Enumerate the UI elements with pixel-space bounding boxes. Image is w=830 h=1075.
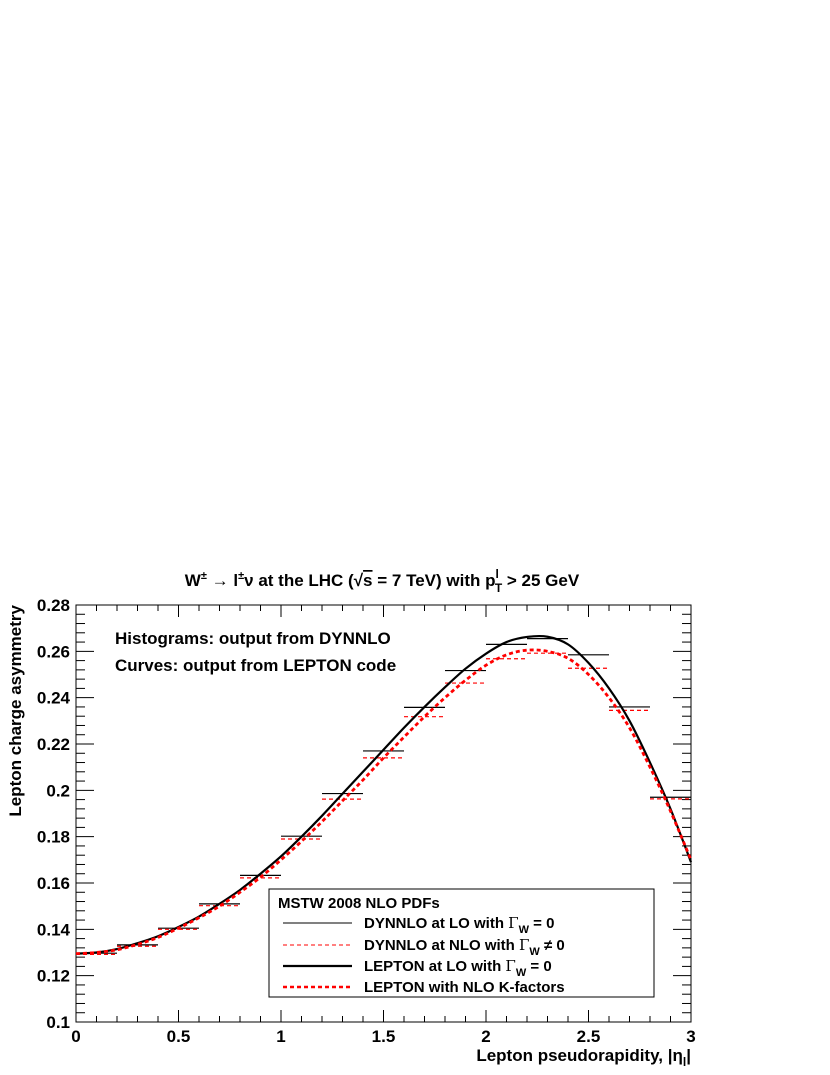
title-w: W bbox=[185, 571, 202, 590]
x-tick-label: 3 bbox=[686, 1027, 695, 1046]
y-tick-label: 0.24 bbox=[37, 689, 71, 708]
series-layer bbox=[75, 634, 693, 956]
curve-lepton-nlo-k bbox=[75, 648, 693, 956]
x-tick-label: 0 bbox=[71, 1027, 80, 1046]
y-tick-label: 0.16 bbox=[37, 874, 70, 893]
y-tick-label: 0.1 bbox=[46, 1013, 70, 1032]
axis-ticks bbox=[75, 604, 692, 1023]
annotation-histograms: Histograms: output from DYNNLO bbox=[115, 629, 391, 648]
legend-entry-hist-lo: DYNNLO at LO with ΓW = 0 bbox=[364, 914, 554, 936]
legend: MSTW 2008 NLO PDFs DYNNLO at LO with ΓW … bbox=[268, 888, 655, 998]
annotation-curves: Curves: output from LEPTON code bbox=[115, 656, 396, 675]
y-tick-label: 0.2 bbox=[46, 781, 70, 800]
y-tick-label: 0.18 bbox=[37, 828, 70, 847]
x-tick-label: 2 bbox=[481, 1027, 490, 1046]
title-energy: = 7 TeV) with p bbox=[373, 571, 496, 590]
legend-entry-curve-nlo: LEPTON with NLO K-factors bbox=[364, 979, 565, 996]
y-tick-label: 0.12 bbox=[37, 967, 70, 986]
x-tick-label: 1.5 bbox=[372, 1027, 396, 1046]
legend-header: MSTW 2008 NLO PDFs bbox=[278, 895, 440, 912]
legend-box bbox=[268, 888, 655, 998]
title-pt-sub: T bbox=[495, 581, 503, 595]
title-pt-sup: l bbox=[495, 567, 498, 581]
y-tick-label: 0.26 bbox=[37, 642, 70, 661]
y-tick-label: 0.28 bbox=[37, 596, 70, 615]
legend-entry-hist-nlo: DYNNLO at NLO with ΓW ≠ 0 bbox=[364, 936, 565, 958]
title-pm1: ± bbox=[201, 570, 207, 582]
x-tick-labels: 0 0.5 1 1.5 2 2.5 3 bbox=[71, 1027, 695, 1046]
y-tick-label: 0.14 bbox=[37, 920, 71, 939]
x-tick-label: 0.5 bbox=[167, 1027, 191, 1046]
y-tick-label: 0.22 bbox=[37, 735, 70, 754]
chart-title: W± → l±ν at the LHC (√s = 7 TeV) with pl… bbox=[185, 567, 580, 595]
x-axis-title: Lepton pseudorapidity, |ηl| bbox=[476, 1046, 691, 1069]
x-tick-label: 1 bbox=[276, 1027, 285, 1046]
y-tick-labels: 0.1 0.12 0.14 0.16 0.18 0.2 0.22 0.24 0.26 0.28 bbox=[37, 596, 71, 1032]
title-nu: ν bbox=[244, 571, 253, 590]
title-mid: at the LHC ( bbox=[254, 571, 354, 590]
legend-entry-curve-lo: LEPTON at LO with ΓW = 0 bbox=[364, 957, 552, 979]
title-cut: > 25 GeV bbox=[502, 571, 580, 590]
title-sqrt: √ bbox=[354, 571, 364, 590]
y-axis-title: Lepton charge asymmetry bbox=[6, 604, 25, 816]
title-pm2: ± bbox=[238, 570, 244, 582]
title-arrow: → bbox=[207, 571, 233, 590]
title-l: l bbox=[233, 571, 238, 590]
x-tick-label: 2.5 bbox=[577, 1027, 601, 1046]
title-s: s bbox=[363, 571, 372, 590]
